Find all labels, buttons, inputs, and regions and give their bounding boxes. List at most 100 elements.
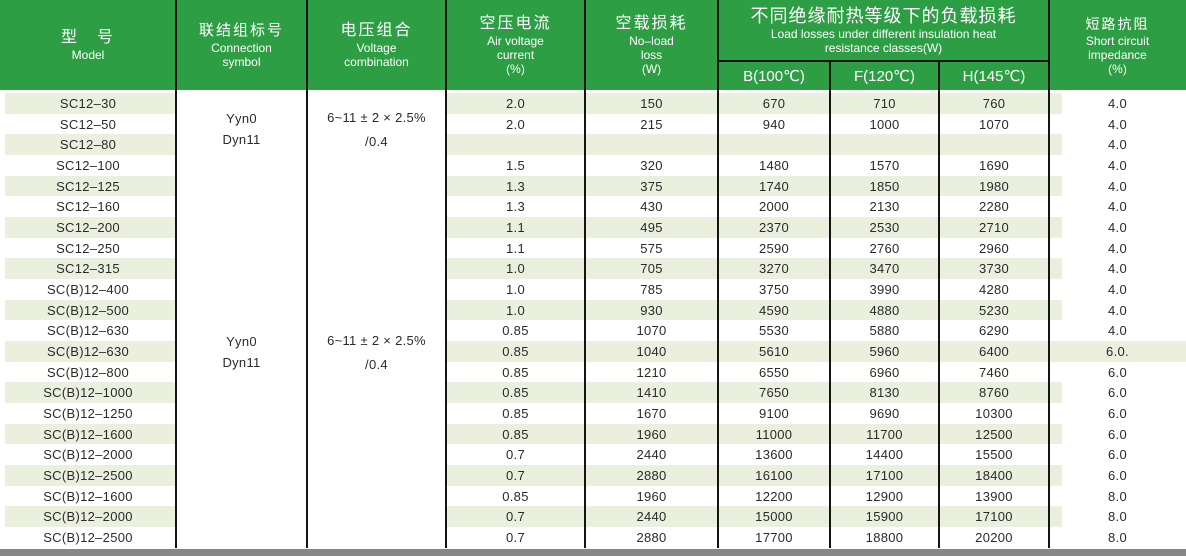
cell-impedance: 6.0 (1049, 382, 1186, 404)
cell-loss-h145: 6290 (978, 323, 1010, 339)
header-impedance: 短路抗阻 Short circuit impedance (%) (1049, 0, 1186, 90)
cell-loss-f120: 710 (830, 93, 939, 114)
cell-no-load-loss: 1210 (636, 364, 667, 380)
table-row: SC(B)12–1600 0.85 1960 12200 12900 13900… (0, 486, 1186, 507)
cell-connection (176, 465, 307, 486)
cell-connection (176, 196, 307, 217)
header-class-b: B(100℃) (743, 68, 805, 85)
cell-loss-h145: 7460 (978, 364, 1010, 380)
cell-model: SC12–160 (56, 199, 120, 215)
cell-voltage (307, 196, 446, 217)
table-row: SC(B)12–630 0.85 1070 5530 5880 6290 4.0 (0, 320, 1186, 341)
cell-loss-f120: 5880 (869, 323, 900, 339)
cell-connection (176, 176, 307, 197)
header-load-losses-title: 不同绝缘耐热等级下的负载损耗 Load losses under differe… (718, 0, 1049, 60)
table-body: SC12–30 2.0 150 670 710 760 4.0 SC12–50 … (0, 93, 1186, 548)
cell-loss-h145: 760 (939, 93, 1049, 114)
cell-loss-f120: 4880 (830, 299, 939, 321)
column-divider (1048, 0, 1050, 548)
cell-air-current: 0.85 (502, 364, 529, 380)
cell-loss-f120: 3470 (830, 258, 939, 280)
cell-impedance: 4.0 (1049, 258, 1186, 280)
cell-voltage (307, 527, 446, 548)
cell-connection (176, 527, 307, 548)
cell-impedance: 6.0 (1108, 364, 1127, 380)
cell-air-current: 1.1 (506, 240, 525, 256)
cell-connection (176, 382, 307, 403)
header-no-load-unit: (W) (641, 62, 662, 76)
cell-impedance: 4.0 (1049, 175, 1186, 197)
header-air-current-en1: Air voltage (487, 34, 544, 48)
cell-loss-b100: 13600 (755, 447, 793, 463)
cell-loss-h145: 2710 (939, 217, 1049, 238)
table-row: SC(B)12–2500 0.7 2880 16100 17100 18400 … (0, 465, 1186, 486)
cell-model: SC12–125 (0, 175, 176, 197)
merged-connection-symbol-1: Yyn0 Dyn11 (176, 108, 307, 150)
cell-no-load-loss: 1670 (636, 405, 667, 421)
cell-impedance: 4.0 (1108, 157, 1127, 173)
cell-model: SC(B)12–1600 (43, 488, 133, 504)
table-row: SC12–250 1.1 575 2590 2760 2960 4.0 (0, 238, 1186, 259)
cell-loss-h145: 2280 (978, 199, 1010, 215)
cell-model: SC12–200 (0, 217, 176, 238)
cell-impedance: 6.0 (1049, 423, 1186, 445)
connection-value: Dyn11 (222, 355, 261, 370)
cell-no-load-loss: 705 (585, 258, 718, 280)
cell-air-current: 0.85 (502, 488, 529, 504)
cell-air-current: 1.3 (446, 175, 585, 197)
cell-loss-b100: 6550 (758, 364, 790, 380)
cell-loss-b100 (718, 134, 830, 156)
cell-loss-b100: 12200 (755, 488, 793, 504)
cell-model: SC(B)12–2000 (43, 447, 133, 463)
cell-loss-f120: 11700 (830, 423, 939, 445)
header-class-f: F(120℃) (853, 68, 916, 85)
header-load-losses-zh: 不同绝缘耐热等级下的负载损耗 (750, 5, 1017, 26)
cell-no-load-loss: 1960 (585, 423, 718, 445)
cell-loss-f120: 15900 (830, 506, 939, 528)
cell-loss-f120: 12900 (865, 488, 904, 504)
cell-model: SC12–100 (56, 157, 120, 173)
cell-impedance: 4.0 (1049, 217, 1186, 238)
table-row: SC12–80 4.0 (0, 134, 1186, 156)
cell-loss-b100: 15000 (718, 506, 830, 528)
cell-connection (176, 403, 307, 424)
cell-loss-f120: 2130 (869, 199, 900, 215)
cell-connection (176, 486, 307, 507)
bottom-bar (0, 549, 1186, 556)
cell-model: SC(B)12–1250 (43, 405, 133, 421)
merged-voltage-combination-2: 6~11 ± 2 × 2.5% /0.4 (307, 329, 446, 377)
header-model-zh: 型 号 (60, 29, 115, 46)
cell-loss-h145: 4280 (978, 281, 1010, 297)
cell-model: SC(B)12–2500 (0, 465, 176, 486)
cell-voltage (307, 176, 446, 197)
header-voltage-en2: combination (344, 55, 409, 69)
column-divider (175, 0, 177, 548)
cell-loss-h145: 8760 (939, 382, 1049, 404)
column-divider-sub (829, 62, 831, 548)
connection-value: Dyn11 (222, 132, 261, 147)
header-air-current-zh: 空压电流 (479, 15, 552, 32)
column-divider (584, 0, 586, 548)
header-no-load-en1: No–load (629, 34, 674, 48)
cell-voltage (307, 444, 446, 465)
table-row: SC(B)12–500 1.0 930 4590 4880 5230 4.0 (0, 299, 1186, 321)
cell-voltage (307, 155, 446, 176)
cell-loss-h145: 5230 (939, 299, 1049, 321)
cell-loss-f120: 17100 (830, 465, 939, 486)
merged-voltage-combination-1: 6~11 ± 2 × 2.5% /0.4 (307, 106, 446, 154)
cell-voltage (307, 258, 446, 279)
cell-impedance: 8.0 (1108, 488, 1127, 504)
cell-loss-b100: 4590 (718, 299, 830, 321)
cell-impedance: 4.0 (1108, 281, 1127, 297)
cell-loss-b100: 2590 (758, 240, 790, 256)
cell-no-load-loss: 1410 (585, 382, 718, 404)
cell-loss-f120: 2530 (830, 217, 939, 238)
cell-impedance: 4.0 (1108, 240, 1127, 256)
cell-no-load-loss (585, 134, 718, 156)
cell-loss-h145: 20200 (975, 529, 1013, 545)
cell-model: SC(B)12–630 (46, 323, 130, 339)
table-row: SC12–100 1.5 320 1480 1570 1690 4.0 (0, 155, 1186, 176)
cell-voltage (307, 238, 446, 259)
cell-loss-f120: 8130 (830, 382, 939, 404)
cell-loss-f120: 14400 (865, 447, 904, 463)
